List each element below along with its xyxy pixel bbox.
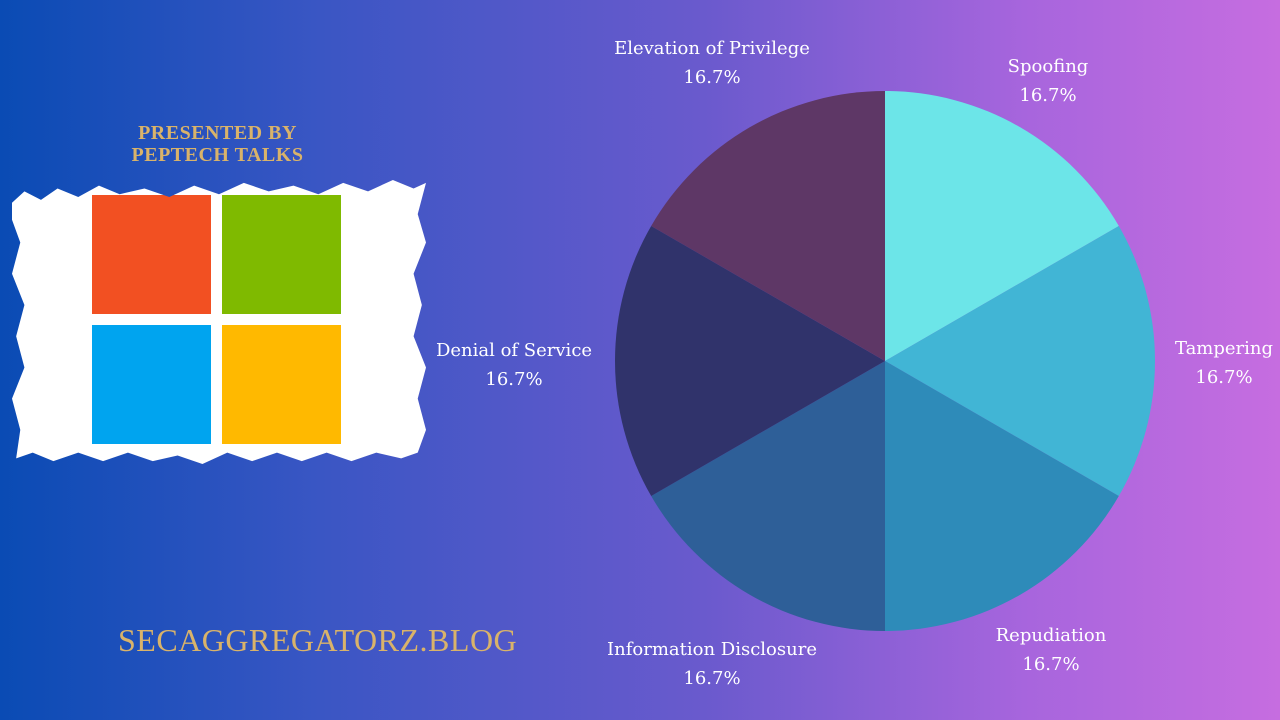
logo-blue-square — [92, 325, 211, 444]
logo-green-square — [222, 195, 341, 314]
pie-slice — [885, 91, 1119, 361]
pie-slice — [651, 91, 885, 361]
slice-value-label: 16.7% — [683, 668, 740, 689]
presented-by-text: PRESENTED BY — [138, 122, 297, 144]
logo-yellow-square — [222, 325, 341, 444]
slice-label: Repudiation — [996, 625, 1107, 646]
presenter-credit: PRESENTED BY PEPTECH TALKS — [110, 122, 325, 166]
microsoft-logo — [12, 180, 426, 464]
pie-slice — [885, 361, 1119, 631]
slice-label: Spoofing — [1008, 56, 1089, 77]
logo-red-square — [92, 195, 211, 314]
pie-slice — [651, 361, 885, 631]
pie-slice — [885, 226, 1155, 496]
pie-slice — [615, 226, 885, 496]
slice-value-label: 16.7% — [1022, 654, 1079, 675]
presenter-name: PEPTECH TALKS — [131, 144, 304, 166]
slice-value-label: 16.7% — [683, 67, 740, 88]
slice-value-label: 16.7% — [1019, 85, 1076, 106]
slice-value-label: 16.7% — [485, 369, 542, 390]
slice-label: Elevation of Privilege — [614, 38, 810, 59]
slice-label: Tampering — [1175, 338, 1273, 359]
slice-label: Information Disclosure — [607, 639, 817, 660]
slice-label: Denial of Service — [436, 340, 592, 361]
slice-value-label: 16.7% — [1195, 367, 1252, 388]
blog-url: SECAGGREGATORZ.BLOG — [118, 622, 518, 658]
